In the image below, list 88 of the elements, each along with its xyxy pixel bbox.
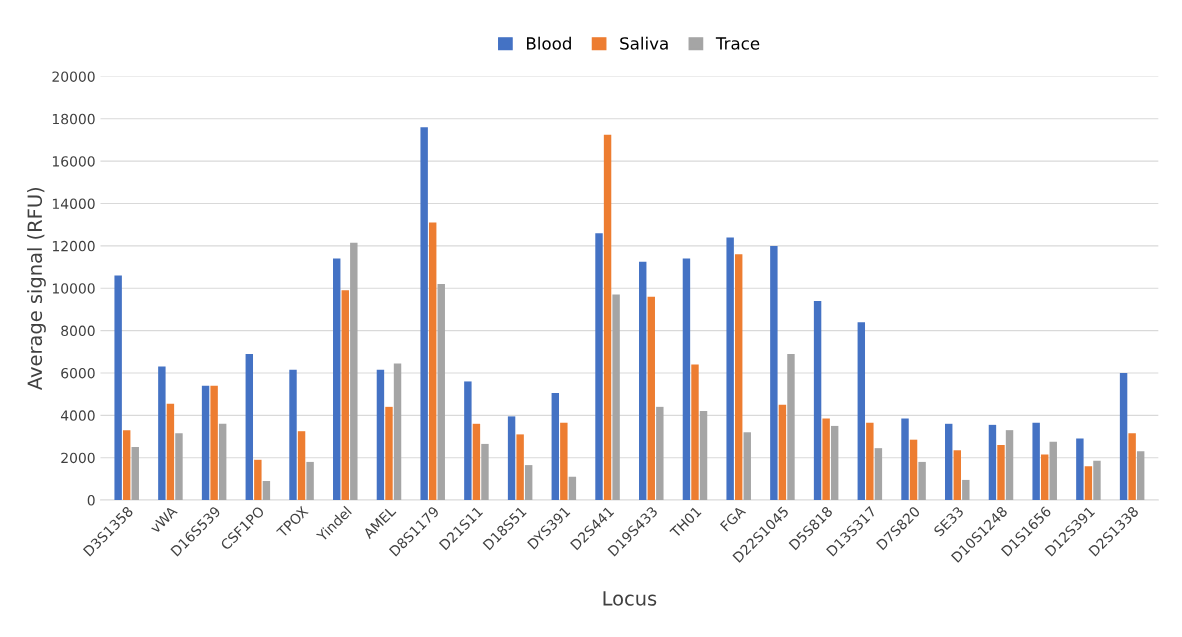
bar <box>1128 433 1136 501</box>
bar <box>1076 438 1084 501</box>
bar <box>245 353 254 501</box>
bar <box>385 406 393 501</box>
bar <box>472 423 481 501</box>
y-tick-label: 16000 <box>52 156 95 167</box>
bar <box>516 434 524 501</box>
y-tick-label: 20000 <box>52 71 95 82</box>
bar <box>945 423 953 501</box>
bar <box>1084 466 1093 501</box>
bar <box>778 404 787 501</box>
y-tick-label: 14000 <box>52 198 95 209</box>
legend-label: Blood <box>527 36 571 50</box>
bar <box>699 411 708 501</box>
y-tick-label: 18000 <box>52 113 95 125</box>
bar <box>866 422 874 501</box>
bar <box>953 450 961 501</box>
bar <box>813 300 822 501</box>
bar <box>175 433 183 501</box>
bar <box>918 461 926 501</box>
bar <box>551 393 560 501</box>
bar <box>393 363 402 501</box>
bar <box>464 381 472 501</box>
bar <box>289 369 297 501</box>
bar <box>481 443 489 501</box>
bar <box>647 296 655 501</box>
bar <box>333 258 341 501</box>
bar <box>1040 454 1049 501</box>
bar <box>341 290 349 501</box>
bar <box>734 254 743 501</box>
bar <box>158 366 166 501</box>
bar <box>1093 460 1101 501</box>
bar <box>962 479 970 501</box>
bar <box>1119 372 1128 501</box>
bar <box>201 385 210 501</box>
bar <box>306 461 314 501</box>
bar <box>524 465 533 501</box>
bar <box>656 406 664 501</box>
bar <box>874 448 883 501</box>
legend-label: Trace <box>715 37 760 50</box>
bar <box>420 127 428 501</box>
bar <box>595 233 603 501</box>
bar <box>682 258 691 501</box>
y-tick-label: 2000 <box>61 452 95 464</box>
bar <box>691 364 699 501</box>
bar <box>612 294 620 501</box>
bar <box>1049 441 1057 501</box>
y-tick-label: 6000 <box>61 367 95 379</box>
bar <box>830 425 839 501</box>
bar <box>822 418 830 501</box>
bar <box>166 403 175 501</box>
bar <box>262 480 271 501</box>
bar <box>254 459 262 501</box>
bar <box>122 430 131 501</box>
bar <box>218 423 227 501</box>
legend-label: Saliva <box>620 36 668 50</box>
y-tick-label: 0 <box>87 495 95 506</box>
bar <box>428 222 437 501</box>
bar <box>726 237 734 501</box>
bar <box>114 275 122 501</box>
bar <box>350 242 358 501</box>
bar <box>1136 451 1145 501</box>
bar <box>297 431 306 501</box>
y-tick-label: 4000 <box>60 410 95 421</box>
bar <box>507 416 516 501</box>
bar <box>909 439 918 501</box>
y-tick-label: 10000 <box>52 283 95 294</box>
x-axis-title: Locus <box>603 591 657 606</box>
bar <box>568 476 577 501</box>
bar <box>639 261 647 501</box>
bar <box>437 284 445 501</box>
y-tick-label: 8000 <box>61 325 95 337</box>
bar <box>997 444 1005 501</box>
bar <box>857 322 866 501</box>
bar <box>210 385 218 501</box>
bar <box>988 424 997 501</box>
bar <box>1005 430 1014 501</box>
y-tick-label: 12000 <box>52 240 95 252</box>
bar <box>770 245 778 501</box>
bar <box>131 447 139 501</box>
bar <box>787 353 795 501</box>
bar <box>901 418 909 501</box>
bar <box>743 432 751 501</box>
y-axis-title: Average signal (RFU) <box>27 188 46 390</box>
bar <box>603 134 612 501</box>
bar <box>560 422 568 501</box>
bar <box>1032 422 1040 501</box>
bar <box>376 369 385 501</box>
